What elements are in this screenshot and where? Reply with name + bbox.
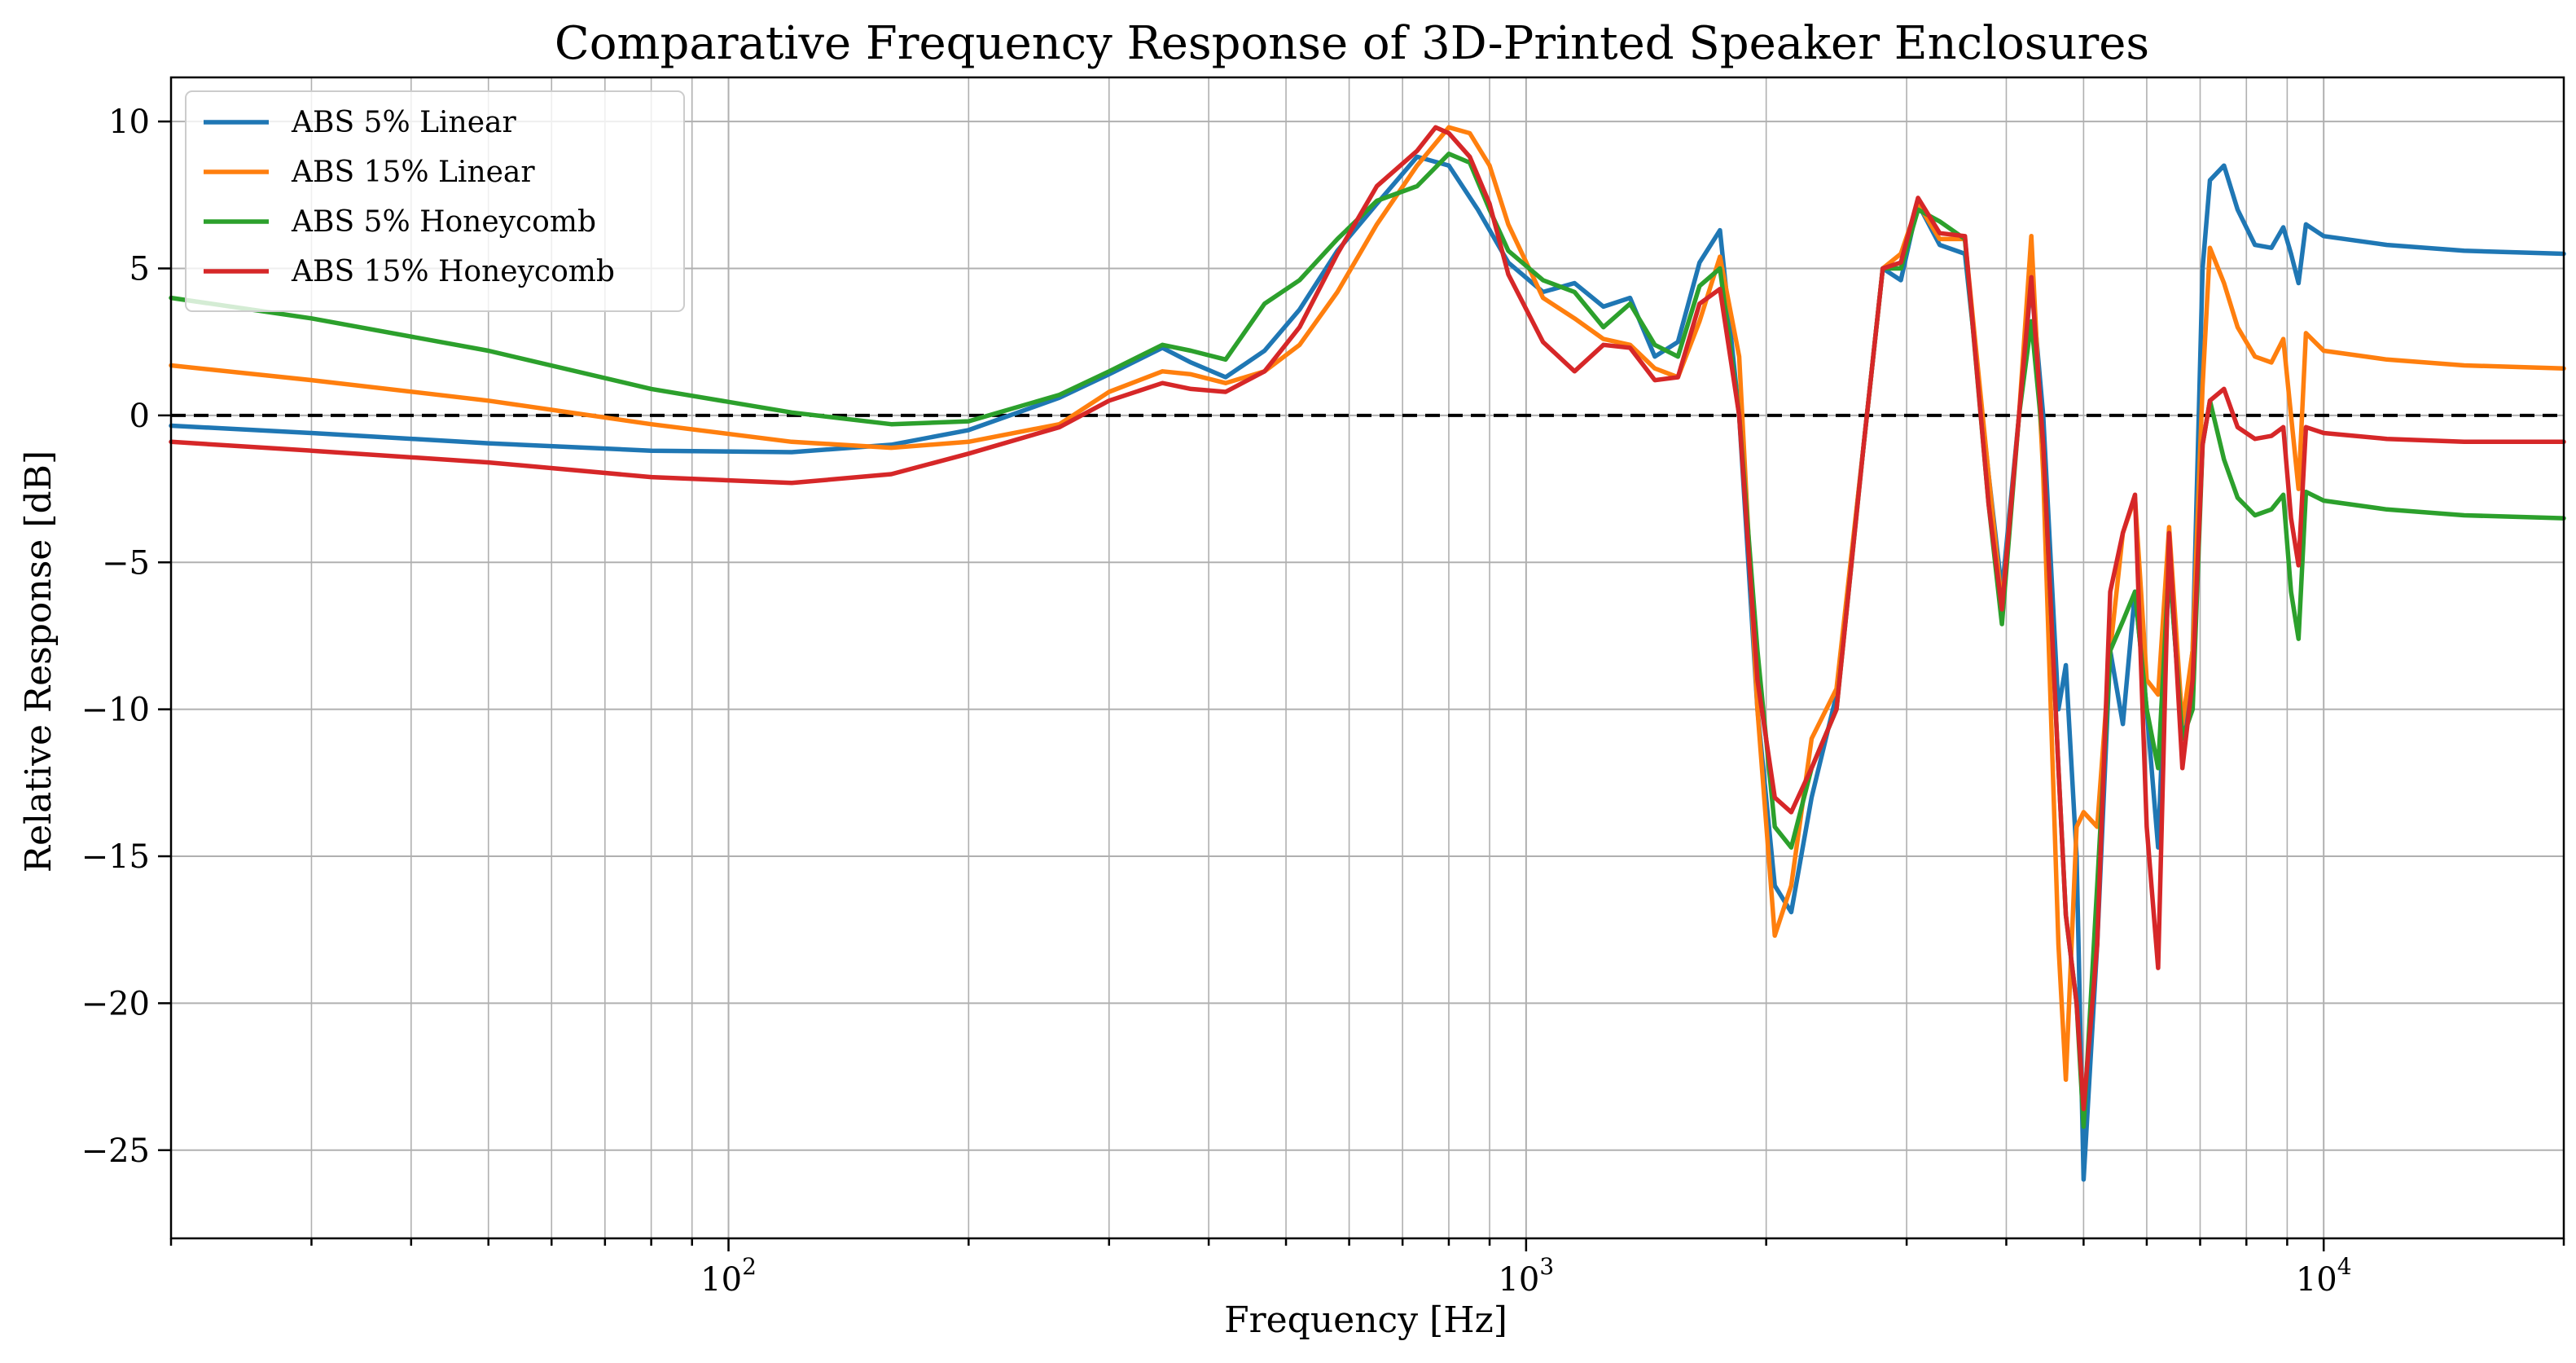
x-tick-label: 103 bbox=[1498, 1253, 1554, 1299]
y-tick-label: 5 bbox=[129, 250, 150, 288]
x-tick-label: 104 bbox=[2296, 1253, 2352, 1299]
axis-ticks: 10 5 0 −5 −10 −15 −20 −25 102 103 104 bbox=[81, 103, 2565, 1299]
y-tick-label: 0 bbox=[129, 398, 150, 435]
legend-entry: ABS 15% Linear bbox=[291, 156, 535, 189]
legend: ABS 5% Linear ABS 15% Linear ABS 5% Honeyc… bbox=[185, 90, 685, 312]
x-tick-label: 102 bbox=[700, 1253, 757, 1299]
y-tick-label: −5 bbox=[102, 544, 150, 582]
series-line-4 bbox=[169, 125, 2566, 1112]
y-tick-label: −20 bbox=[81, 985, 150, 1022]
y-tick-label: −15 bbox=[81, 838, 150, 876]
series-lines bbox=[169, 125, 2566, 1182]
legend-entry: ABS 5% Linear bbox=[291, 106, 516, 139]
plot-frame bbox=[169, 76, 2565, 1240]
legend-entry: ABS 5% Honeycomb bbox=[291, 205, 596, 239]
y-tick-label: 10 bbox=[108, 103, 150, 141]
chart-title: Comparative Frequency Response of 3D-Pri… bbox=[555, 17, 2149, 70]
y-tick-label: −25 bbox=[81, 1132, 150, 1170]
legend-box bbox=[185, 90, 685, 312]
y-tick-label: −10 bbox=[81, 692, 150, 729]
x-axis-label: Frequency [Hz] bbox=[1224, 1299, 1507, 1341]
series-line-1 bbox=[169, 154, 2566, 1182]
legend-entry: ABS 15% Honeycomb bbox=[291, 255, 615, 288]
y-axis-label: Relative Response [dB] bbox=[18, 451, 59, 873]
